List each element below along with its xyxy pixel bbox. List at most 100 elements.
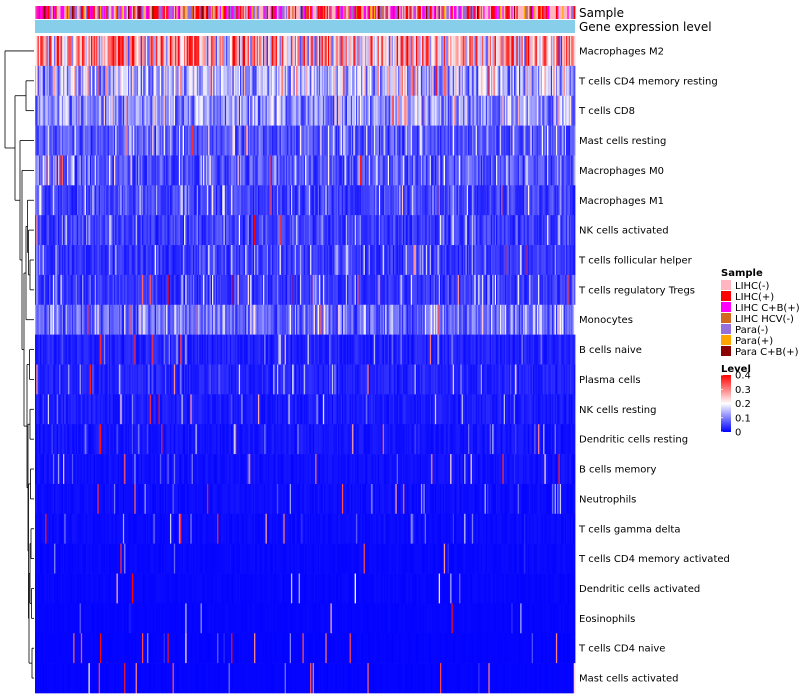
heatmap-cell	[45, 274, 47, 306]
heatmap-cell	[474, 65, 477, 97]
heatmap-cell	[204, 155, 207, 186]
heatmap-cell	[155, 155, 158, 186]
heatmap-cell	[403, 274, 405, 306]
heatmap-cell	[469, 215, 471, 246]
heatmap-cell	[468, 185, 470, 216]
heatmap-cell	[184, 274, 186, 306]
heatmap-cell	[217, 36, 219, 67]
heatmap-cell	[54, 304, 56, 335]
heatmap-cell	[260, 215, 263, 246]
heatmap-cell	[231, 65, 233, 97]
heatmap-cell	[77, 185, 79, 216]
heatmap-cell	[88, 36, 91, 67]
heatmap-cell	[283, 95, 286, 126]
heatmap-cell	[122, 155, 125, 186]
heatmap-cell	[161, 125, 163, 156]
sample-annotation-cell	[521, 6, 524, 19]
heatmap-cell	[246, 155, 249, 186]
heatmap-cell	[355, 245, 358, 276]
heatmap-cell	[178, 304, 181, 335]
heatmap-cell	[111, 304, 114, 335]
heatmap-cell	[112, 125, 115, 156]
heatmap-cell	[538, 125, 540, 156]
heatmap-cell	[518, 245, 521, 276]
heatmap-cell	[352, 334, 354, 365]
heatmap-cell	[502, 125, 505, 156]
sample-annotation-cell	[527, 6, 530, 19]
heatmap-cell	[497, 65, 499, 97]
heatmap-cell	[413, 274, 415, 306]
heatmap-cell	[473, 185, 475, 216]
heatmap-cell	[116, 274, 119, 306]
heatmap-cell	[511, 95, 513, 126]
heatmap-cell	[380, 155, 382, 186]
heatmap-cell	[348, 65, 350, 97]
heatmap-cell	[129, 245, 131, 276]
heatmap-cell	[51, 155, 54, 186]
heatmap-cell	[85, 65, 88, 97]
heatmap-cell	[208, 155, 210, 186]
heatmap-cell	[496, 95, 498, 126]
heatmap-cell	[186, 95, 189, 126]
heatmap-cell	[417, 155, 419, 186]
heatmap-cell	[205, 95, 208, 126]
heatmap-cell	[395, 245, 398, 276]
heatmap-cell	[203, 245, 205, 276]
sample-annotation-cell	[335, 6, 338, 19]
heatmap-cell	[134, 304, 137, 335]
heatmap-cell	[115, 245, 117, 276]
sample-annotation-cell	[268, 6, 270, 19]
heatmap-cell	[297, 245, 300, 276]
heatmap-cell	[336, 215, 339, 246]
heatmap-cell	[159, 155, 162, 186]
heatmap-cell	[474, 155, 477, 186]
sample-annotation-cell	[541, 6, 544, 19]
heatmap-cell	[240, 245, 242, 276]
heatmap-cell	[322, 304, 325, 335]
heatmap-cell	[347, 125, 349, 156]
heatmap-cell	[264, 125, 266, 156]
heatmap-cell	[322, 245, 325, 276]
heatmap-cell	[240, 304, 242, 335]
heatmap-cell	[139, 65, 142, 97]
heatmap-cell	[429, 95, 432, 126]
heatmap-cell	[264, 334, 266, 365]
heatmap-cell	[296, 185, 298, 216]
heatmap-cell	[364, 95, 367, 126]
sample-annotation-cell	[60, 6, 63, 19]
heatmap-cell	[280, 274, 283, 306]
heatmap-cell	[233, 245, 236, 276]
heatmap-cell	[364, 155, 367, 186]
heatmap-cell	[325, 65, 328, 97]
heatmap-cell	[317, 36, 320, 67]
heatmap-cell	[275, 185, 278, 216]
heatmap-cell	[150, 155, 153, 186]
heatmap-cell	[310, 155, 312, 186]
heatmap-cell	[65, 65, 68, 97]
heatmap-cell	[83, 334, 86, 365]
heatmap-cell	[274, 155, 277, 186]
heatmap-cell	[284, 36, 287, 67]
heatmap-cell	[117, 334, 120, 365]
heatmap-cell	[305, 334, 307, 365]
heatmap-cell	[378, 215, 381, 246]
heatmap-cell	[93, 185, 96, 216]
heatmap-cell	[168, 274, 171, 306]
heatmap-cell	[78, 65, 80, 97]
heatmap-cell	[387, 125, 390, 156]
heatmap-cell	[52, 36, 55, 67]
heatmap-cell	[544, 125, 547, 156]
heatmap-cell	[212, 185, 214, 216]
heatmap-cell	[446, 185, 449, 216]
heatmap-cell	[247, 36, 250, 67]
heatmap-cell	[45, 245, 47, 276]
heatmap-cell	[361, 95, 363, 126]
heatmap-cell	[424, 215, 427, 246]
heatmap-cell	[91, 334, 93, 365]
heatmap-cell	[93, 245, 96, 276]
heatmap-cell	[461, 125, 464, 156]
heatmap-cell	[545, 95, 548, 126]
heatmap-cell	[298, 334, 301, 365]
heatmap-cell	[544, 274, 547, 306]
heatmap-cell	[161, 304, 163, 335]
